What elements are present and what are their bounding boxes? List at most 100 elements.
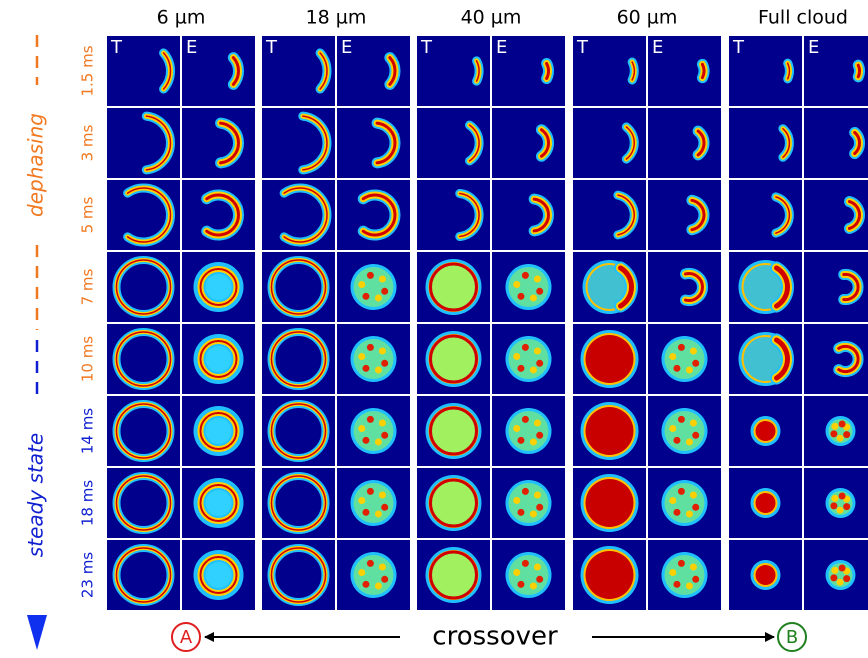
rim — [429, 478, 478, 528]
blob-spot — [669, 569, 677, 577]
blob-spot — [836, 506, 844, 514]
crescent — [696, 129, 706, 157]
blob-spot — [673, 364, 681, 372]
blob-spot — [843, 575, 851, 583]
panel — [337, 396, 410, 466]
disk — [430, 552, 477, 598]
panel — [107, 396, 180, 466]
panel — [648, 540, 721, 610]
panel — [492, 468, 565, 538]
blob-spot — [692, 575, 700, 583]
blob-spot — [669, 353, 677, 361]
ring — [199, 556, 238, 594]
panel — [573, 252, 646, 322]
blob-spot — [513, 497, 521, 505]
crescent — [684, 272, 704, 302]
panel-label: E — [341, 37, 352, 58]
column-header: 40 µm — [461, 7, 522, 29]
blob-spot — [692, 359, 700, 367]
marker-b-label: B — [786, 627, 798, 648]
panel — [337, 252, 410, 322]
panel — [417, 324, 490, 394]
panel — [573, 540, 646, 610]
rim — [429, 406, 478, 456]
label-bg — [20, 85, 54, 245]
blob-spot — [362, 580, 370, 588]
panel — [804, 324, 868, 394]
blob-spot — [374, 294, 382, 302]
blob-spot — [831, 566, 839, 574]
panel — [804, 252, 868, 322]
blob-spot — [378, 491, 386, 499]
panel — [804, 108, 868, 178]
panel — [492, 540, 565, 610]
blob-spot — [673, 436, 681, 444]
panel — [804, 468, 868, 538]
panel — [417, 252, 490, 322]
ring — [115, 331, 172, 387]
disk — [743, 337, 788, 381]
blob-spot — [521, 559, 529, 567]
panel — [262, 396, 335, 466]
panel — [262, 36, 335, 106]
blob-spot — [536, 575, 544, 583]
panel — [573, 180, 646, 250]
blob-spot — [673, 580, 681, 588]
row-label: 23 ms — [79, 552, 97, 598]
ring — [115, 475, 172, 531]
blob-spot — [381, 431, 389, 439]
panel — [182, 36, 255, 106]
blob-spot — [677, 343, 685, 351]
panel-label: T — [576, 37, 589, 58]
blob-spot — [517, 580, 525, 588]
blob-spot — [529, 366, 537, 374]
dephasing-label: dephasing — [24, 113, 48, 217]
disk — [585, 335, 634, 383]
crescent — [774, 337, 790, 381]
panel — [417, 396, 490, 466]
blob-spot — [513, 569, 521, 577]
disk — [430, 408, 477, 454]
crescent — [631, 61, 635, 81]
panel — [729, 108, 802, 178]
blob-spot — [513, 353, 521, 361]
steady-state-label: steady state — [24, 433, 48, 557]
panel — [729, 180, 802, 250]
blob-spot — [374, 366, 382, 374]
crescent — [126, 187, 172, 243]
crescent — [842, 272, 860, 302]
blob-spot — [529, 438, 537, 446]
blob-spot — [366, 343, 374, 351]
panel — [262, 468, 335, 538]
blob-spot — [378, 347, 386, 355]
crescent — [617, 194, 635, 236]
disk — [585, 407, 634, 455]
panel — [729, 324, 802, 394]
panel-bg — [492, 180, 565, 250]
crescent — [283, 187, 328, 243]
blob-spot — [381, 359, 389, 367]
panel — [492, 108, 565, 178]
blob-spot — [517, 292, 525, 300]
panel — [648, 468, 721, 538]
blob-spot — [362, 508, 370, 516]
disk — [585, 551, 634, 599]
crescent — [162, 52, 172, 90]
panel — [262, 108, 335, 178]
ring — [199, 340, 238, 378]
blob-spot — [677, 559, 685, 567]
panel — [729, 252, 802, 322]
row-label: 3 ms — [79, 124, 97, 161]
panel — [107, 540, 180, 610]
panel — [262, 324, 335, 394]
blob-spot — [513, 425, 521, 433]
blob-spot — [536, 503, 544, 511]
blob-spot — [830, 574, 838, 582]
blob-spot — [358, 353, 366, 361]
panel — [337, 36, 410, 106]
panel — [417, 36, 490, 106]
blob-spot — [536, 359, 544, 367]
panel-bg — [492, 108, 565, 178]
panel — [804, 396, 868, 466]
blob-spot — [521, 487, 529, 495]
